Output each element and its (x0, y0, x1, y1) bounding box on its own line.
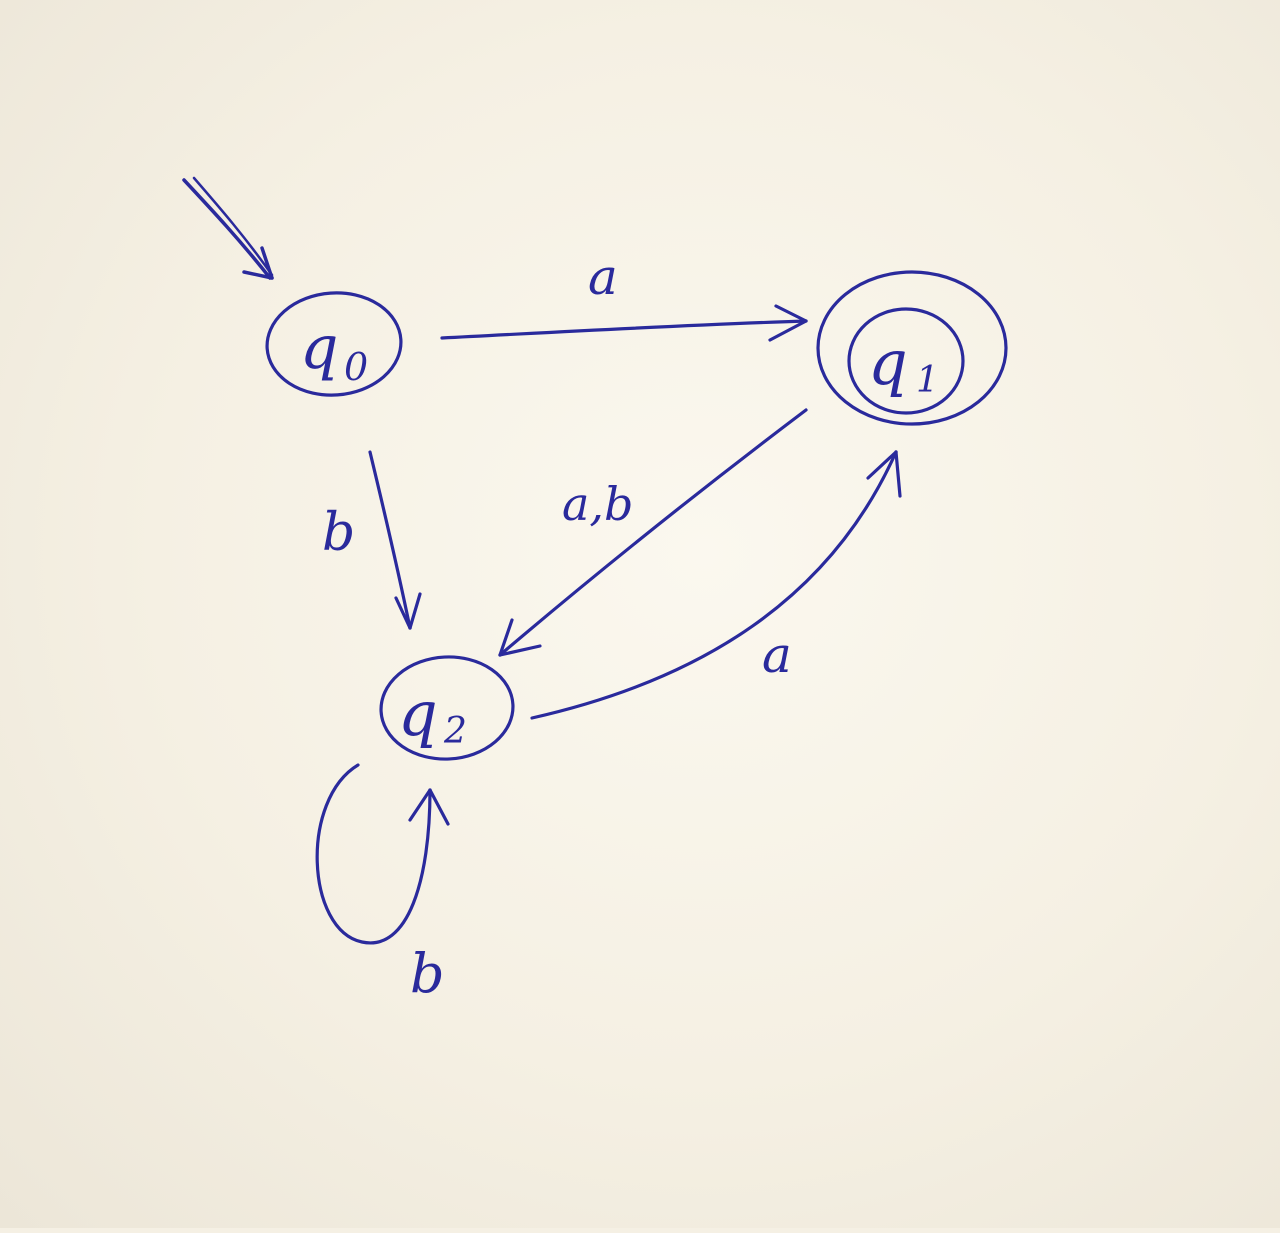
transition-q2-q2-label: b (410, 942, 445, 1005)
state-q1-label-sub: 1 (916, 360, 939, 401)
transition-q0-q2: b (322, 450, 422, 630)
state-q2-label-sub: 2 (443, 711, 467, 752)
state-q0-label-base: q (300, 313, 338, 383)
transition-q2-q2: b (315, 763, 450, 1005)
transition-q2-q1: a (530, 450, 902, 720)
state-q1-inner-ring (847, 307, 965, 415)
transition-q1-q2-label: a,b (562, 477, 634, 531)
transition-q2-q1-label: a (762, 626, 792, 684)
state-q1-outer-ring (816, 270, 1008, 426)
transition-q0-q1-label: a (588, 248, 618, 306)
state-q0-label-sub: 0 (344, 345, 368, 389)
state-q1: q 1 (816, 270, 1008, 426)
state-q0: q 0 (265, 291, 403, 397)
state-q2-label-base: q (398, 677, 438, 750)
transition-q0-q2-label: b (322, 503, 355, 563)
transition-q0-q1: a (440, 248, 808, 342)
start-arrow (182, 176, 274, 280)
transition-q1-q2: a,b (498, 408, 808, 657)
state-q1-label-base: q (868, 326, 908, 399)
state-q2: q 2 (379, 655, 515, 761)
